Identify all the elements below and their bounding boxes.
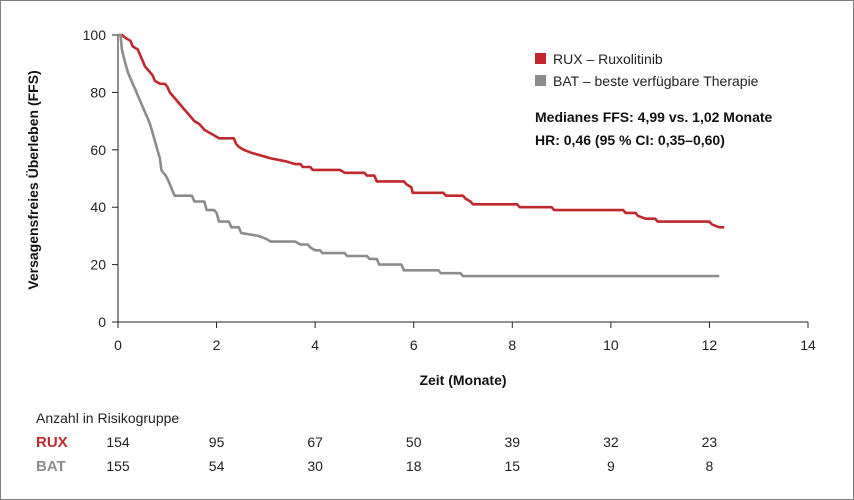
x-tick-label: 4 [311, 337, 319, 353]
x-tick-label: 6 [410, 337, 418, 353]
y-tick-label: 100 [83, 27, 107, 43]
risk-table-title: Anzahl in Risikogruppe [36, 410, 179, 426]
risk-value-rux: 23 [702, 434, 718, 450]
risk-value-rux: 154 [106, 434, 130, 450]
risk-values: 154 95 67 50 39 32 23 155 54 30 18 15 9 8 [106, 434, 717, 474]
median-annotation: Medianes FFS: 4,99 vs. 1,02 Monate [535, 109, 773, 125]
rux-survival-line [118, 33, 725, 229]
risk-value-bat: 54 [209, 458, 225, 474]
survival-curves [118, 33, 725, 278]
risk-value-rux: 39 [504, 434, 520, 450]
risk-value-bat: 155 [106, 458, 130, 474]
risk-value-rux: 95 [209, 434, 225, 450]
legend-swatch-bat [535, 75, 546, 86]
risk-value-rux: 67 [307, 434, 323, 450]
legend-label-bat: BAT – beste verfügbare Therapie [553, 73, 759, 89]
x-axis-title: Zeit (Monate) [419, 372, 506, 388]
risk-value-rux: 50 [406, 434, 422, 450]
risk-value-bat: 9 [607, 458, 615, 474]
x-tick-label: 12 [702, 337, 718, 353]
axes: 0 2 4 6 8 10 12 14 0 20 40 60 80 100 [83, 27, 816, 353]
y-tick-label: 40 [90, 199, 106, 215]
x-tick-label: 10 [603, 337, 619, 353]
risk-value-bat: 18 [406, 458, 422, 474]
x-tick-label: 2 [213, 337, 221, 353]
y-tick-label: 0 [98, 314, 106, 330]
risk-row-label-rux: RUX [36, 434, 68, 451]
legend: RUX – Ruxolitinib BAT – beste verfügbare… [535, 51, 759, 89]
x-tick-label: 0 [114, 337, 122, 353]
y-tick-label: 80 [90, 84, 106, 100]
risk-value-bat: 8 [706, 458, 714, 474]
x-tick-label: 14 [800, 337, 816, 353]
bat-survival-line [118, 33, 720, 278]
y-tick-label: 60 [90, 142, 106, 158]
y-tick-label: 20 [90, 257, 106, 273]
y-axis-title: Versagensfreies Überleben (FFS) [25, 70, 41, 289]
risk-value-bat: 15 [504, 458, 520, 474]
legend-swatch-rux [535, 53, 546, 64]
x-tick-label: 8 [508, 337, 516, 353]
hr-annotation: HR: 0,46 (95 % CI: 0,35–0,60) [535, 132, 725, 148]
risk-value-rux: 32 [603, 434, 619, 450]
risk-table: Anzahl in Risikogruppe RUX BAT 154 95 67 50… [36, 410, 717, 475]
risk-row-label-bat: BAT [36, 458, 66, 475]
risk-value-bat: 30 [307, 458, 323, 474]
legend-label-rux: RUX – Ruxolitinib [553, 51, 663, 67]
